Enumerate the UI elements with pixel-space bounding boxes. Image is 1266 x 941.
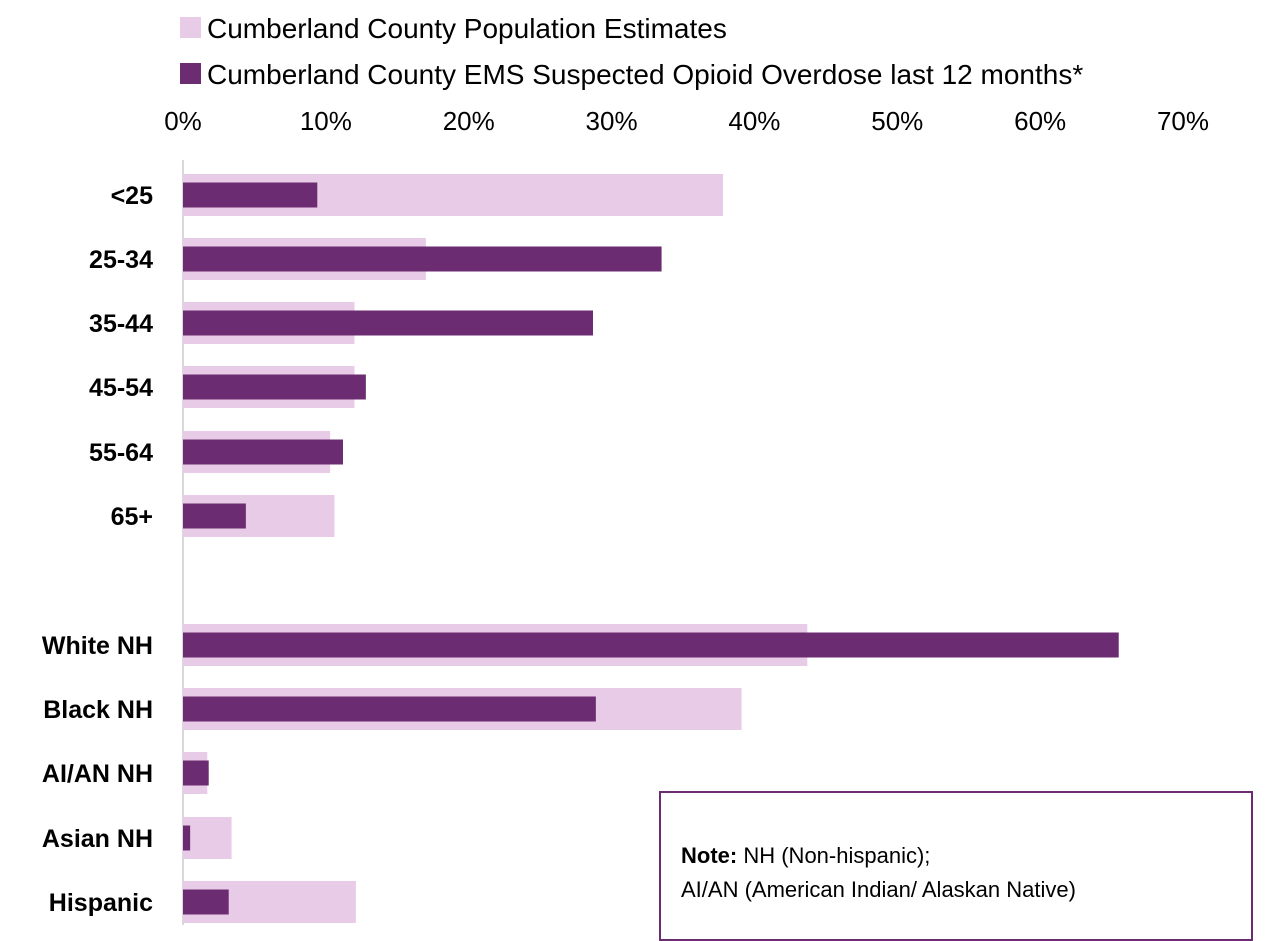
overdose-bar xyxy=(183,310,593,336)
category-label: Hispanic xyxy=(49,889,153,917)
category-label: Black NH xyxy=(43,696,153,724)
category-label: Asian NH xyxy=(42,825,153,853)
x-tick-label: 30% xyxy=(586,106,638,136)
category-label: <25 xyxy=(111,182,154,210)
category-label: AI/AN NH xyxy=(42,760,153,788)
overdose-bar xyxy=(183,889,229,915)
overdose-bar xyxy=(183,374,366,400)
x-tick-label: 10% xyxy=(300,106,352,136)
note-label: Note: xyxy=(681,843,738,868)
legend-swatch-2 xyxy=(180,63,201,84)
category-labels: <25 25-34 35-44 45-54 55-64 65+ White NH Black … xyxy=(42,182,153,917)
category-label: 55-64 xyxy=(89,439,153,467)
overdose-bars xyxy=(183,182,1119,915)
legend-label-1: Cumberland County Population Estimates xyxy=(207,13,727,44)
category-label: 45-54 xyxy=(89,374,153,402)
overdose-bar xyxy=(183,825,191,851)
overdose-bar xyxy=(183,696,596,722)
x-tick-label: 0% xyxy=(164,106,202,136)
note-line-1: Note: NH (Non-hispanic); xyxy=(681,839,1251,873)
overdose-bar xyxy=(183,503,246,529)
overdose-bar xyxy=(183,439,343,465)
x-tick-label: 60% xyxy=(1014,106,1066,136)
category-label: White NH xyxy=(42,632,153,660)
category-label: 65+ xyxy=(111,503,153,531)
legend: Cumberland County Population Estimates Cu… xyxy=(180,13,1083,90)
x-tick-label: 40% xyxy=(728,106,780,136)
x-axis-ticks: 0% 10% 20% 30% 40% 50% 60% 70% xyxy=(164,106,1209,136)
overdose-bar xyxy=(183,182,318,208)
overdose-bar xyxy=(183,246,662,272)
x-tick-label: 70% xyxy=(1157,106,1209,136)
note-box: Note: NH (Non-hispanic); AI/AN (American… xyxy=(659,791,1253,941)
legend-swatch-1 xyxy=(180,17,201,38)
overdose-bar xyxy=(183,760,209,786)
note-text-1: NH (Non-hispanic); xyxy=(743,843,931,868)
x-tick-label: 50% xyxy=(871,106,923,136)
population-bar xyxy=(183,817,232,859)
x-tick-label: 20% xyxy=(443,106,495,136)
overdose-bar xyxy=(183,632,1119,658)
category-label: 25-34 xyxy=(89,246,153,274)
category-label: 35-44 xyxy=(89,310,153,338)
legend-label-2: Cumberland County EMS Suspected Opioid O… xyxy=(207,59,1083,90)
note-line-2: AI/AN (American Indian/ Alaskan Native) xyxy=(681,877,1076,902)
